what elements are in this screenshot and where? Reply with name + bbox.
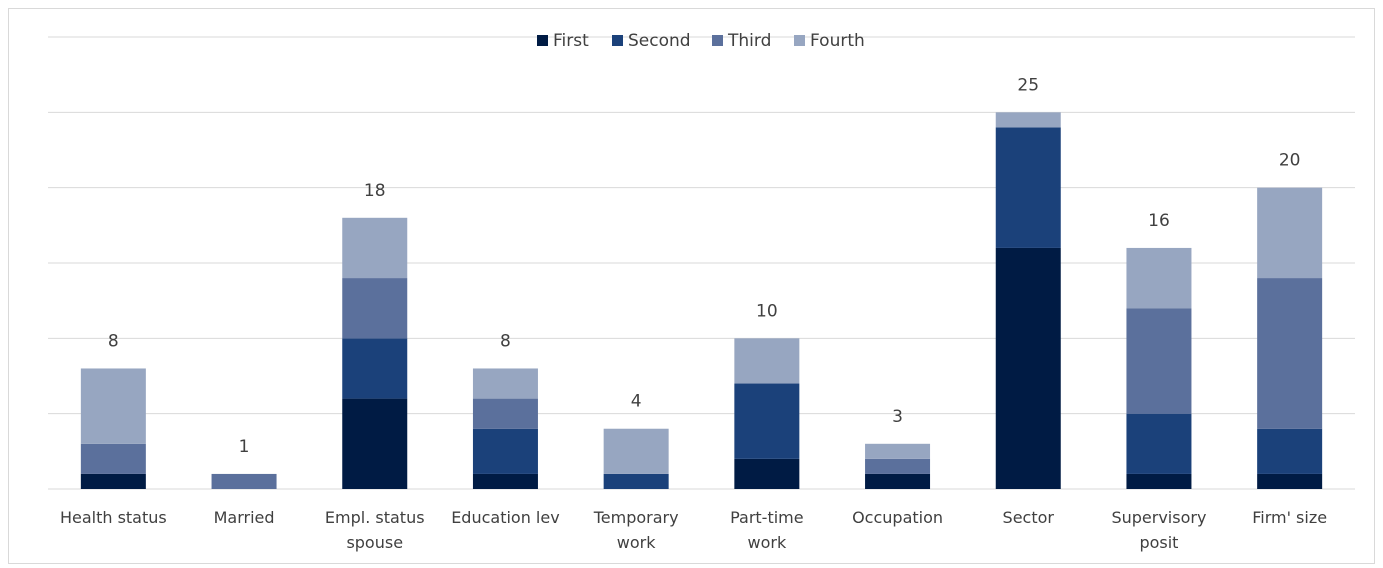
legend-swatch <box>712 35 723 46</box>
bar-segment <box>1257 428 1323 474</box>
bar-segment <box>995 127 1061 248</box>
bar-segment <box>80 443 146 474</box>
x-tick-label: Education lev <box>451 508 560 527</box>
bar-segment <box>472 473 538 489</box>
bar-segment <box>80 473 146 489</box>
bar-segment <box>734 458 800 489</box>
bar-segment <box>1257 473 1323 489</box>
legend-swatch <box>612 35 623 46</box>
total-label: 16 <box>1148 211 1170 231</box>
bar-segment <box>472 428 538 474</box>
bar-segment <box>1126 308 1192 414</box>
bar-segment <box>472 398 538 429</box>
bar-segment <box>603 428 669 474</box>
bar-segment <box>995 112 1061 128</box>
chart-border <box>8 8 1375 564</box>
bar-segment <box>211 473 277 489</box>
total-label: 18 <box>364 181 386 201</box>
x-tick-label: Part-time work <box>730 508 804 552</box>
total-label: 8 <box>500 331 511 351</box>
total-label: 25 <box>1017 75 1039 95</box>
legend-swatch <box>537 35 548 46</box>
x-tick-label: Supervisory posit <box>1111 508 1207 552</box>
bar-segment <box>1257 187 1323 279</box>
total-label: 10 <box>756 301 778 321</box>
x-tick-label: Occupation <box>852 508 944 527</box>
bar-segment <box>1126 473 1192 489</box>
total-label: 3 <box>892 407 903 427</box>
x-tick-label: Firm' size <box>1252 508 1328 527</box>
bar-segment <box>1126 247 1192 309</box>
legend-label: First <box>553 31 589 51</box>
legend-swatch <box>794 35 805 46</box>
bar-segment <box>1257 278 1323 429</box>
total-label: 8 <box>108 331 119 351</box>
bar-segment <box>1126 413 1192 474</box>
bar-segment <box>342 398 408 489</box>
bar-segment <box>995 247 1061 489</box>
total-label: 4 <box>631 392 642 412</box>
total-label: 1 <box>239 437 250 457</box>
bar-segment <box>734 383 800 459</box>
bar-segment <box>342 217 408 279</box>
bar-segment <box>342 338 408 399</box>
bar-segment <box>80 368 146 444</box>
legend-label: Third <box>727 31 771 51</box>
x-tick-label: Sector <box>1002 508 1054 527</box>
bar-segment <box>865 443 931 459</box>
bar-segment <box>734 338 800 384</box>
x-tick-label: Empl. status spouse <box>324 508 425 552</box>
bar-segment <box>865 473 931 489</box>
bar-segment <box>603 473 669 489</box>
x-tick-label: Health status <box>59 508 167 527</box>
bar-segment <box>472 368 538 399</box>
x-tick-label: Temporary work <box>593 508 679 552</box>
legend-label: Second <box>628 31 691 51</box>
x-tick-label: Married <box>213 508 275 527</box>
total-label: 20 <box>1279 151 1301 171</box>
legend-label: Fourth <box>810 31 865 51</box>
bar-segment <box>865 458 931 474</box>
bar-segment <box>342 278 408 339</box>
